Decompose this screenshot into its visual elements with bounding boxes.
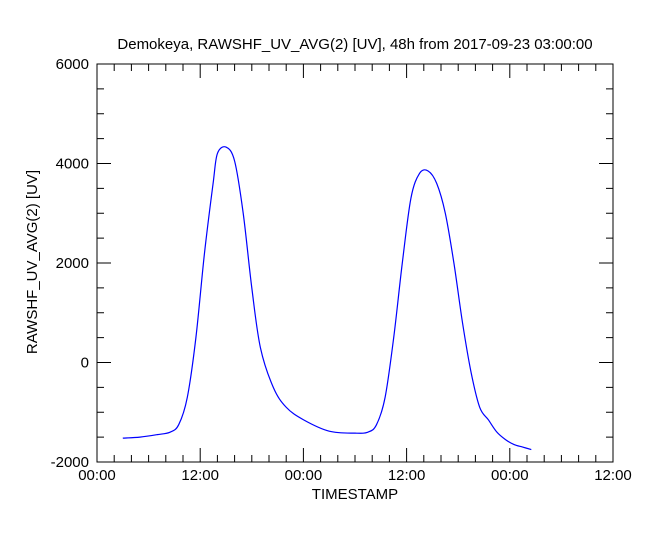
x-tick-label: 12:00 <box>181 467 219 484</box>
y-tick-label: -2000 <box>51 454 89 471</box>
x-tick-label: 12:00 <box>388 467 426 484</box>
y-ticks <box>97 63 613 463</box>
chart-title: Demokeya, RAWSHF_UV_AVG(2) [UV], 48h fro… <box>117 36 592 53</box>
plot-frame <box>96 63 614 463</box>
x-tick-label: 00:00 <box>78 467 116 484</box>
y-tick-label: 6000 <box>56 56 89 73</box>
x-tick-label: 00:00 <box>491 467 529 484</box>
x-axis-label: TIMESTAMP <box>312 486 398 503</box>
y-axis-label: RAWSHF_UV_AVG(2) [UV] <box>24 170 41 354</box>
y-tick-label: 2000 <box>56 255 89 272</box>
y-tick-label: 0 <box>81 355 89 372</box>
series-line <box>122 146 532 451</box>
x-tick-label: 12:00 <box>594 467 632 484</box>
y-tick-label: 4000 <box>56 156 89 173</box>
x-tick-labels: 00:00 12:00 00:00 12:00 00:00 12:00 <box>78 467 632 484</box>
x-tick-label: 00:00 <box>285 467 323 484</box>
y-tick-labels: -2000 0 2000 4000 6000 <box>51 56 89 471</box>
x-ticks <box>96 64 614 462</box>
